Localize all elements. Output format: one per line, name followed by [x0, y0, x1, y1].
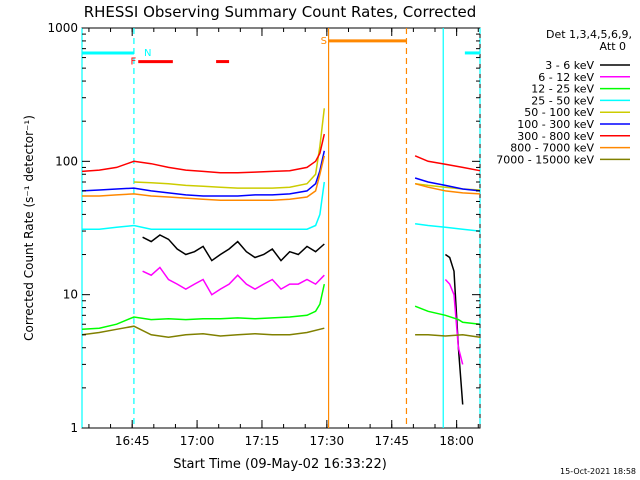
x-tick-label-4: 17:45	[374, 434, 409, 448]
series-2-line-0	[81, 283, 326, 331]
interval-label-N: N	[144, 48, 151, 59]
timestamp: 15-Oct-2021 18:58	[560, 467, 636, 476]
series-1-line-1	[444, 278, 464, 365]
series-8-line-1	[415, 334, 481, 338]
legend-label-5: 100 - 300 keV	[517, 118, 594, 131]
series-4-line-0	[133, 108, 326, 189]
legend-label-6: 300 - 800 keV	[517, 130, 594, 143]
x-tick-label-5: 18:00	[439, 434, 474, 448]
x-axis-label: Start Time (09-May-02 16:33:22)	[173, 457, 387, 472]
x-axis-ticks: 16:45 17:00 17:15 17:30 17:45 18:00	[88, 28, 479, 448]
legend-label-3: 25 - 50 keV	[531, 94, 594, 107]
series-6-line-0	[81, 133, 326, 174]
chart-title: RHESSI Observing Summary Count Rates, Co…	[84, 3, 477, 21]
legend-label-4: 50 - 100 keV	[524, 106, 594, 119]
y-tick-label-1: 10	[63, 288, 78, 302]
series-0-line-1	[444, 253, 464, 405]
series-5-line-0	[81, 150, 326, 197]
legend-label-2: 12 - 25 keV	[531, 83, 594, 96]
interval-label-S: S	[321, 36, 327, 47]
legend-label-8: 7000 - 15000 keV	[496, 153, 594, 166]
legend-header-2: Att 0	[600, 40, 626, 53]
interval-label-F: F	[130, 57, 136, 68]
x-tick-label-1: 17:00	[180, 434, 215, 448]
x-tick-label-3: 17:30	[310, 434, 345, 448]
observing-intervals: NF S	[82, 36, 480, 68]
series-3-line-1	[415, 223, 481, 232]
vertical-markers	[81, 28, 481, 428]
y-axis-ticks: 1 10 100 1000	[47, 21, 480, 435]
legend-label-7: 800 - 7000 keV	[510, 142, 594, 155]
series-7-line-1	[414, 182, 481, 195]
y-tick-label-0: 1	[70, 421, 78, 435]
series-0-line-0	[142, 234, 325, 262]
series-8-line-0	[81, 325, 325, 338]
series-6-line-1	[414, 155, 481, 172]
legend-label-0: 3 - 6 keV	[545, 59, 594, 72]
series-7-line-0	[82, 155, 326, 202]
series-3-line-0	[82, 181, 326, 230]
legend-header: Det 1,3,4,5,6,9,	[546, 28, 632, 41]
y-tick-label-3: 1000	[47, 21, 78, 35]
series-2-line-1	[414, 305, 481, 325]
legend-label-1: 6 - 12 keV	[538, 71, 594, 84]
series-1-line-0	[142, 266, 325, 296]
y-axis-label: Corrected Count Rate (s⁻¹ detector⁻¹)	[22, 115, 36, 341]
x-tick-label-2: 17:15	[245, 434, 280, 448]
series-lines	[81, 108, 481, 405]
x-tick-label-0: 16:45	[115, 434, 150, 448]
series-5-line-1	[414, 177, 481, 192]
y-tick-label-2: 100	[55, 154, 78, 168]
